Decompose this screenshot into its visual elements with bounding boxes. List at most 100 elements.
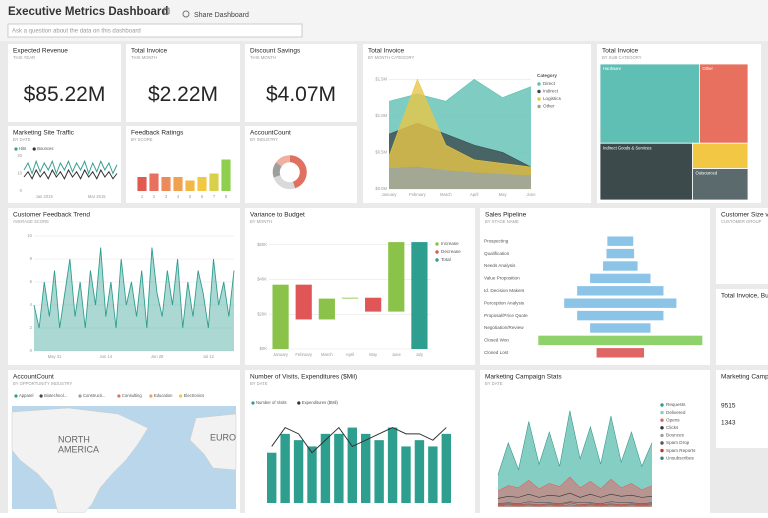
waterfall-bar — [411, 242, 428, 349]
x-tick-label: Mar 2015 — [88, 194, 106, 199]
tile-background — [716, 208, 768, 284]
legend-label: Constructi... — [83, 393, 105, 398]
tile-subtitle: BY STAGE NAME — [485, 219, 519, 224]
x-tick-label: February — [295, 352, 313, 357]
legend-swatch — [660, 441, 664, 445]
tile-title: Number of Visits, Expenditures ($Mil) — [250, 374, 357, 381]
legend-label: Clicks — [666, 425, 679, 430]
series-line — [497, 502, 653, 506]
funnel-bar — [577, 310, 664, 321]
tile-title: Expected Revenue — [13, 48, 68, 55]
legend-label: Opens — [666, 417, 680, 422]
stage-label: Closed Won — [484, 338, 509, 343]
x-tick-label: June — [392, 352, 402, 357]
series-line — [497, 476, 653, 492]
x-tick-label: 2 — [153, 194, 156, 199]
y-tick-label: 10 — [27, 233, 32, 238]
tile-subtitle: BY SCORE — [131, 137, 153, 142]
funnel-bar — [538, 335, 703, 346]
legend-swatch — [14, 147, 18, 151]
bar — [137, 177, 147, 191]
bar — [307, 446, 317, 503]
tile-subtitle: AVERAGE SCORE — [13, 219, 49, 224]
donut-slice — [272, 162, 282, 178]
search-box[interactable] — [7, 23, 303, 38]
legend-label: Spam Drop — [666, 440, 690, 445]
bar — [197, 177, 207, 191]
tile-title: Customer Feedback Trend — [13, 212, 90, 219]
legend-label: Total — [441, 257, 451, 262]
legend-label: Requests — [666, 402, 686, 407]
legend-swatch — [660, 456, 664, 460]
legend-label: Increase — [441, 241, 459, 246]
tile: Number of Visits, Expenditures ($Mil)BY … — [245, 370, 475, 513]
legend-label: Spam Reports — [666, 448, 696, 453]
stage-label: Prospecting — [484, 238, 509, 243]
funnel-bar — [603, 261, 638, 271]
x-tick-label: 3 — [165, 194, 168, 199]
legend-swatch — [32, 147, 36, 151]
funnel-bar — [564, 298, 677, 308]
funnel-bar — [577, 286, 664, 296]
treemap-label: Indirect Goods & Services — [603, 145, 651, 150]
bar — [185, 180, 195, 191]
tile-subtitle: BY MONTH CATEGORY — [368, 55, 415, 60]
x-tick-label: Jun 14 — [100, 354, 113, 359]
tile-title: Marketing Site Traffic — [13, 130, 75, 137]
legend-swatch — [660, 448, 664, 453]
bar — [374, 440, 384, 503]
x-tick-label: March — [321, 352, 333, 357]
bar — [441, 433, 451, 503]
bar — [320, 433, 331, 503]
legend-label: Logistics — [543, 96, 562, 101]
series-line — [23, 159, 118, 175]
tile-title: Marketing Campaign Stats — [485, 374, 562, 381]
stage-label: Closed Lost — [484, 350, 509, 355]
map-land — [189, 413, 237, 471]
tile-background — [716, 370, 768, 448]
legend-swatch — [297, 401, 301, 405]
tile-background — [126, 44, 240, 122]
y-tick-label: $40K — [257, 277, 267, 282]
search-placeholder: Ask a question about the data on this da… — [12, 29, 141, 35]
x-tick-label: January — [273, 352, 289, 357]
share-icon[interactable] — [182, 10, 190, 18]
tile-subtitle: BY OPPORTUNITY INDUSTRY — [13, 381, 72, 386]
waterfall-bar — [295, 284, 312, 320]
funnel-bar — [590, 273, 651, 284]
kpi-value: 9515 — [721, 403, 736, 410]
bar — [401, 446, 411, 503]
tile-title: Total Invoice, Bud — [721, 293, 768, 300]
tile-title: Discount Savings — [250, 48, 301, 55]
legend-label: Bounces — [37, 146, 53, 151]
legend-swatch — [537, 89, 541, 94]
legend-label: Hits — [19, 146, 26, 151]
x-tick-label: April — [346, 352, 354, 357]
donut-slice — [273, 175, 296, 190]
tile-title: Sales Pipeline — [485, 212, 527, 219]
tile-title: AccountCount — [13, 374, 54, 381]
x-tick-label: February — [409, 192, 427, 197]
share-button[interactable]: Share Dashboard — [194, 12, 249, 19]
series-line — [497, 501, 653, 505]
legend-label: Other — [543, 104, 555, 109]
series-area — [389, 79, 531, 189]
stage-label: Id. Decision Makers — [484, 288, 525, 293]
legend-swatch — [435, 258, 439, 262]
treemap-cell — [599, 142, 693, 201]
y-tick-label: $60K — [257, 242, 267, 247]
stage-label: Negotiation/Review — [484, 325, 524, 330]
x-tick-label: 4 — [177, 194, 180, 199]
bar — [221, 159, 231, 191]
legend-label: Number of Visits — [256, 400, 287, 405]
legend-swatch — [660, 426, 664, 430]
legend-swatch — [537, 97, 541, 101]
x-tick-label: June — [526, 192, 536, 197]
bar — [347, 427, 357, 503]
legend-swatch — [251, 401, 255, 405]
